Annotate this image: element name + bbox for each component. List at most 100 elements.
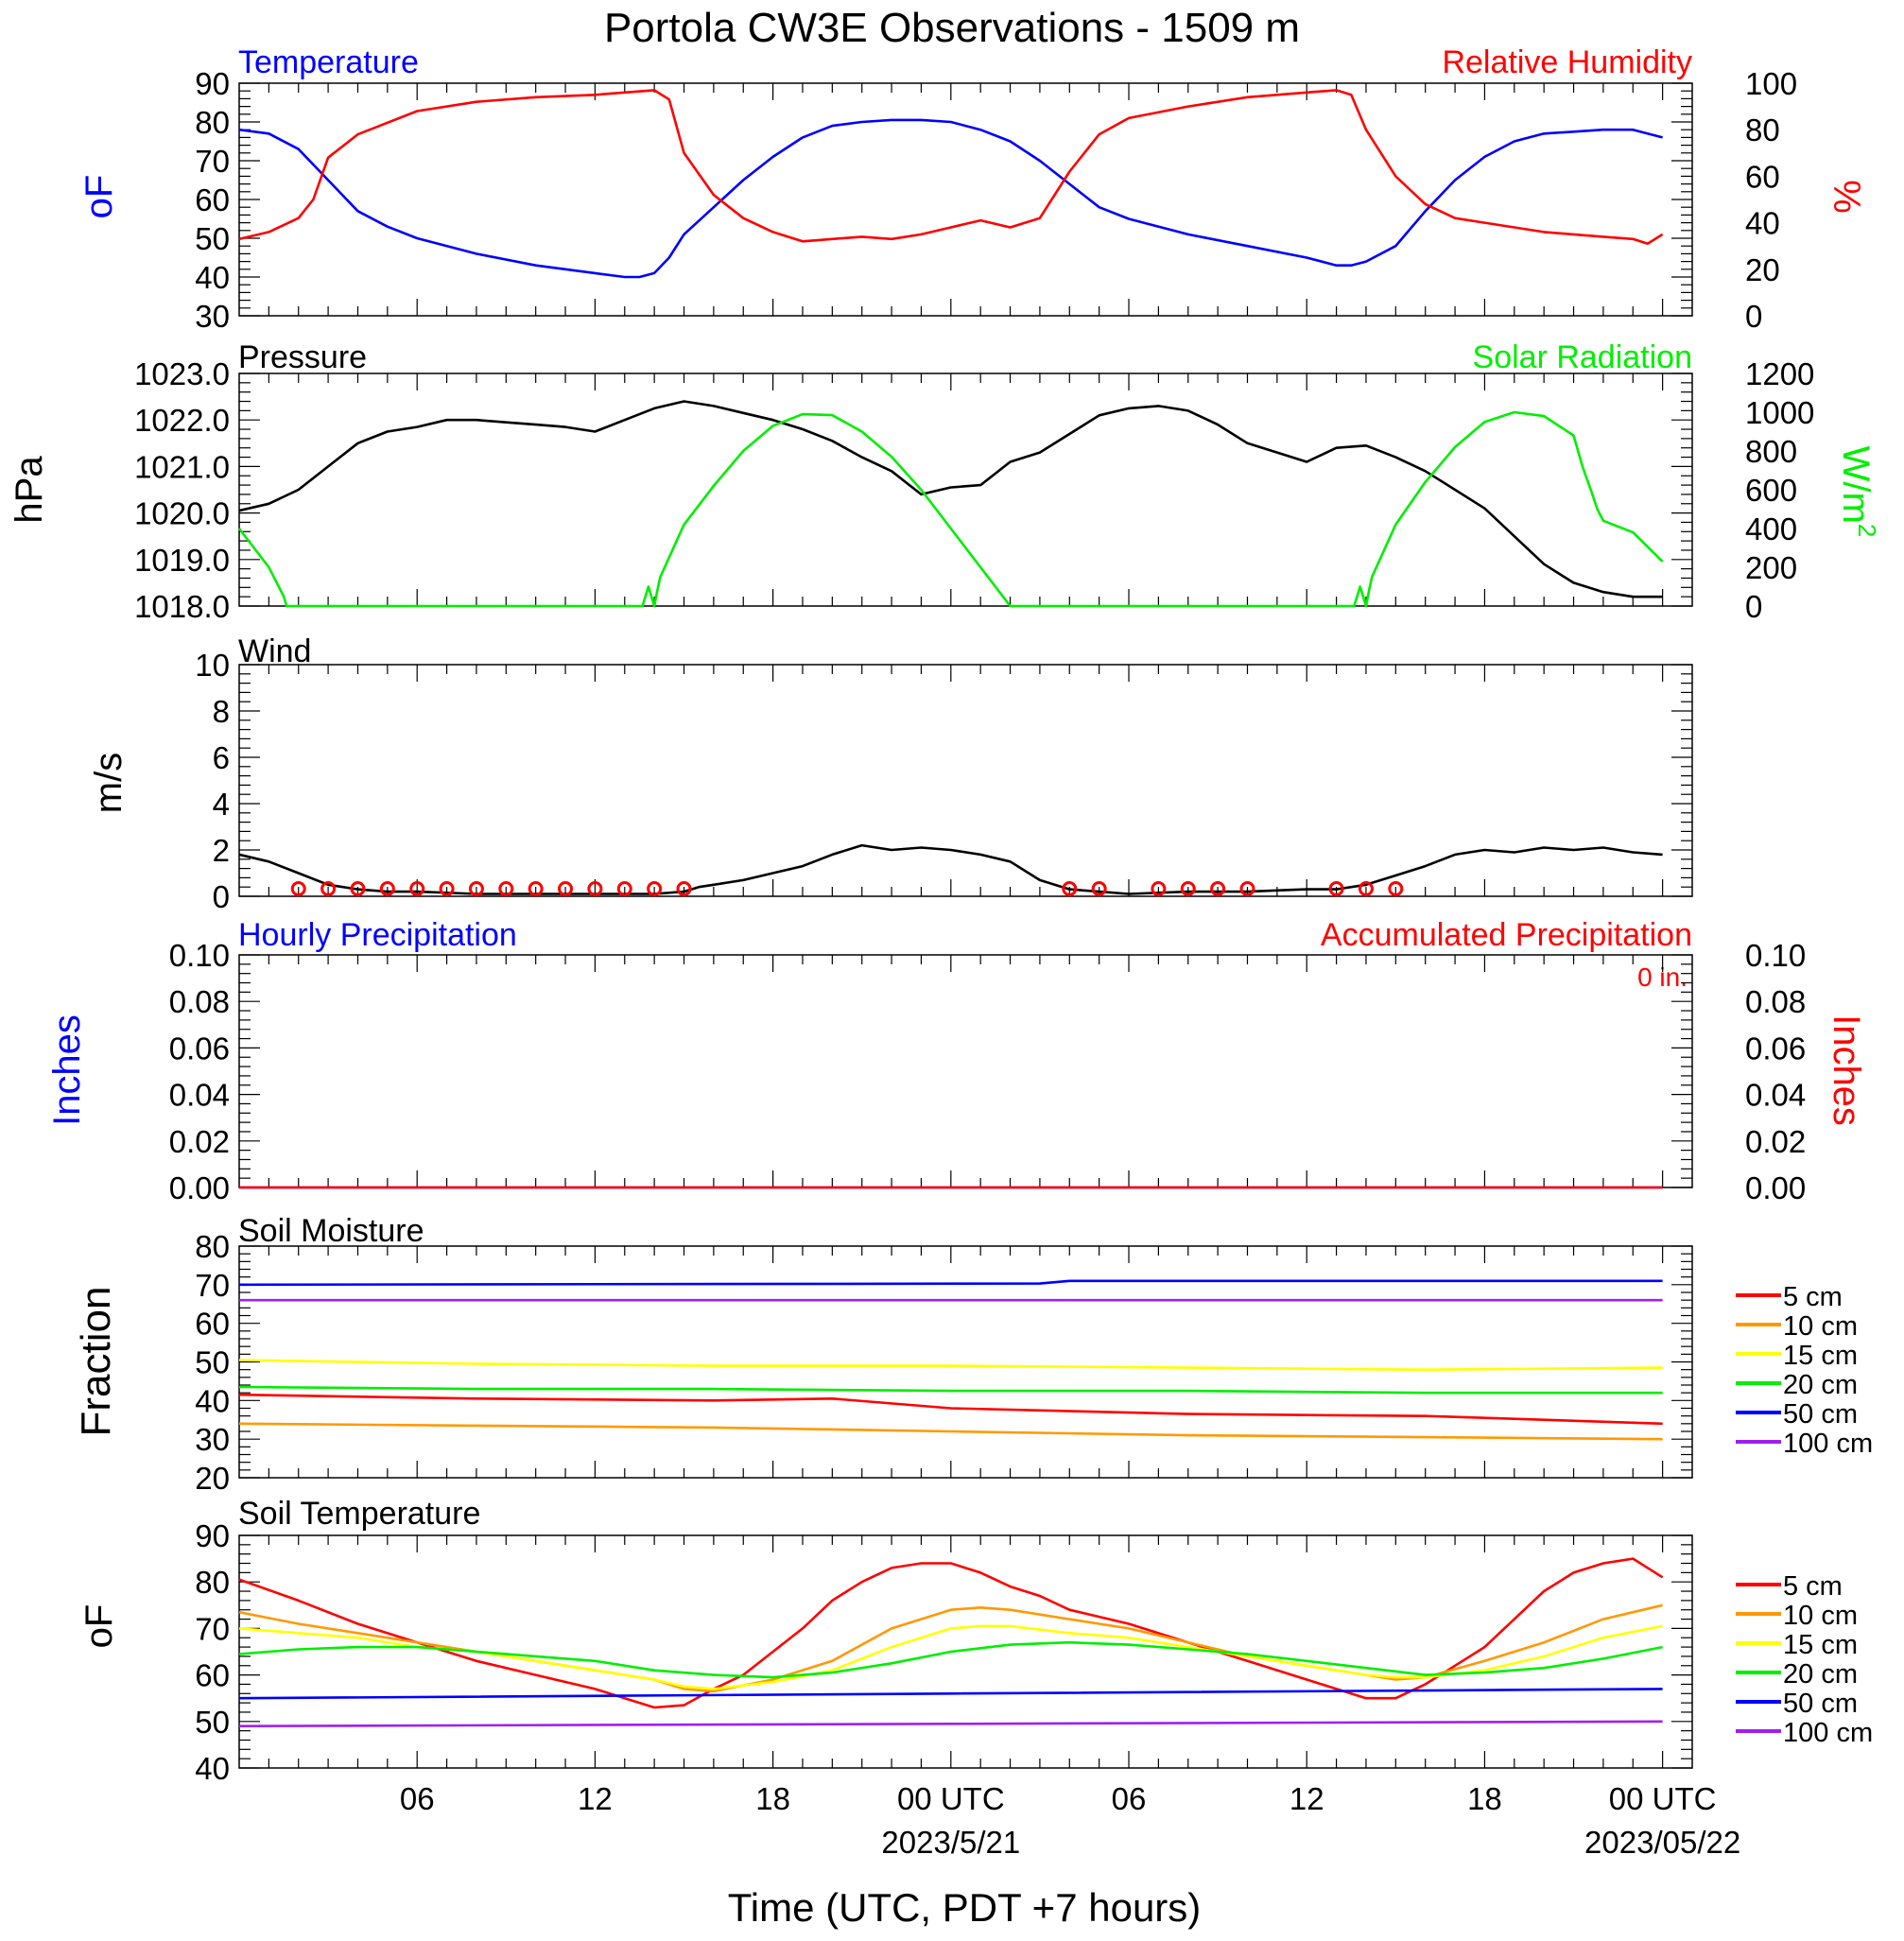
y-tick-label-left: 40 xyxy=(195,1751,230,1786)
calm-wind-marker xyxy=(320,881,337,896)
legend-label: 15 cm xyxy=(1783,1341,1858,1371)
series-line-20-cm xyxy=(238,1385,1663,1395)
y-tick-label-right: 0 xyxy=(1745,299,1762,334)
calm-wind-marker xyxy=(1062,881,1078,896)
y-tick-label-right: 100 xyxy=(1745,66,1797,101)
accum-precip-axis-label: Inches xyxy=(1826,1014,1867,1126)
calm-wind-marker xyxy=(1239,881,1255,896)
series-line-10-cm xyxy=(238,1603,1663,1693)
x-tick-label: 12 xyxy=(578,1781,613,1816)
y-tick-label-right: 1200 xyxy=(1745,356,1814,391)
y-tick-label-right: 0.02 xyxy=(1745,1124,1806,1159)
y-tick-label-left: 0.10 xyxy=(169,938,230,973)
legend-label: 100 cm xyxy=(1783,1718,1873,1748)
y-tick-label-left: 60 xyxy=(195,1658,230,1693)
legend-label: 5 cm xyxy=(1783,1571,1843,1602)
y-tick-label-left: 80 xyxy=(195,105,230,140)
calm-wind-marker xyxy=(498,881,514,896)
plot-frame xyxy=(238,373,1693,607)
y-tick-label-left: 0.02 xyxy=(169,1124,230,1159)
y-tick-label-left: 80 xyxy=(195,1229,230,1264)
chart-title: Portola CW3E Observations - 1509 m xyxy=(604,5,1300,51)
y-tick-label-left: 0 xyxy=(213,879,230,914)
x-tick-label: 06 xyxy=(1112,1781,1147,1816)
calm-wind-marker xyxy=(290,881,306,896)
y-tick-label-left: 30 xyxy=(195,299,230,334)
y-tick-label-right: 0.06 xyxy=(1745,1031,1806,1066)
y-tick-label-left: 1018.0 xyxy=(134,589,230,624)
pressure-title: Pressure xyxy=(238,339,367,375)
y-tick-label-left: 50 xyxy=(195,1705,230,1740)
calm-wind-marker xyxy=(1091,881,1107,896)
series-line-10-cm xyxy=(238,1422,1663,1441)
series-line-15-cm xyxy=(238,1359,1663,1371)
plot-frame xyxy=(238,1534,1693,1769)
series-line-solar-radiation xyxy=(237,410,1664,608)
y-tick-label-right: 0.04 xyxy=(1745,1078,1806,1113)
plot-frame xyxy=(238,954,1693,1188)
calm-wind-marker xyxy=(350,881,366,896)
y-tick-label-left: 1021.0 xyxy=(134,449,230,484)
y-tick-label-left: 90 xyxy=(195,66,230,101)
calm-wind-marker xyxy=(439,881,455,896)
series-line-relative-humidity xyxy=(238,89,1664,245)
y-tick-label-right: 1000 xyxy=(1745,395,1814,430)
y-tick-label-left: 8 xyxy=(213,694,230,729)
series-line-15-cm xyxy=(238,1624,1663,1690)
y-tick-label-right: 20 xyxy=(1745,252,1780,287)
series-line-50-cm xyxy=(238,1688,1663,1700)
temperature-humidity-panel: Temperature Relative Humidity oF % 90 80 7… xyxy=(78,44,1867,334)
calm-wind-marker xyxy=(379,881,395,896)
y-tick-label-left: 20 xyxy=(195,1461,230,1496)
series-line-20-cm xyxy=(238,1640,1663,1679)
x-tick-label: 06 xyxy=(400,1781,435,1816)
x-tick-label: 12 xyxy=(1290,1781,1324,1816)
calm-wind-marker xyxy=(676,881,692,896)
x-tick-date-label: 2023/5/21 xyxy=(881,1825,1020,1860)
y-tick-label-left: 0.00 xyxy=(169,1170,230,1205)
solar-axis-label: W/m2 xyxy=(1835,446,1881,538)
wind-axis-label: m/s xyxy=(88,753,130,813)
soil-moisture-title: Soil Moisture xyxy=(238,1213,424,1249)
calm-wind-marker xyxy=(468,881,484,896)
accum-precip-title: Accumulated Precipitation xyxy=(1321,917,1692,953)
calm-wind-marker xyxy=(1180,881,1196,896)
y-tick-label-right: 0 xyxy=(1745,589,1762,624)
legend-label: 20 cm xyxy=(1783,1370,1858,1400)
calm-wind-marker xyxy=(1328,881,1344,896)
y-tick-label-right: 0.00 xyxy=(1745,1170,1806,1205)
calm-wind-marker xyxy=(1388,881,1404,896)
relative-humidity-title: Relative Humidity xyxy=(1442,44,1692,80)
x-tick-date-label: 2023/05/22 xyxy=(1584,1825,1740,1860)
soil-temperature-axis-label: oF xyxy=(78,1604,120,1649)
y-tick-label-left: 1019.0 xyxy=(134,543,230,578)
series-line-temperature xyxy=(238,118,1663,279)
calm-wind-marker xyxy=(1151,881,1167,896)
wind-title: Wind xyxy=(238,633,311,669)
y-tick-label-left: 0.06 xyxy=(169,1031,230,1066)
legend-label: 20 cm xyxy=(1783,1659,1858,1690)
y-tick-label-left: 40 xyxy=(195,1383,230,1418)
legend-label: 50 cm xyxy=(1783,1689,1858,1719)
y-tick-label-left: 60 xyxy=(195,1307,230,1342)
plot-frame xyxy=(238,664,1693,897)
wind-panel: Wind m/s 10 8 6 4 2 0 xyxy=(88,633,1693,914)
y-tick-label-left: 80 xyxy=(195,1565,230,1600)
y-tick-label-left: 1020.0 xyxy=(134,496,230,531)
y-tick-label-left: 1023.0 xyxy=(134,356,230,391)
y-tick-label-left: 0.08 xyxy=(169,984,230,1019)
y-tick-label-left: 40 xyxy=(195,260,230,295)
legend-label: 10 cm xyxy=(1783,1601,1858,1631)
series-line-50-cm xyxy=(238,1279,1663,1287)
y-tick-label-left: 60 xyxy=(195,182,230,217)
legend-label: 5 cm xyxy=(1783,1282,1843,1312)
calm-wind-marker xyxy=(558,881,574,896)
y-tick-label-right: 60 xyxy=(1745,159,1780,194)
calm-wind-marker xyxy=(587,881,603,896)
calm-wind-marker xyxy=(1210,881,1226,896)
y-tick-label-left: 10 xyxy=(195,648,230,683)
solar-radiation-title: Solar Radiation xyxy=(1473,339,1692,375)
calm-wind-marker xyxy=(528,881,544,896)
